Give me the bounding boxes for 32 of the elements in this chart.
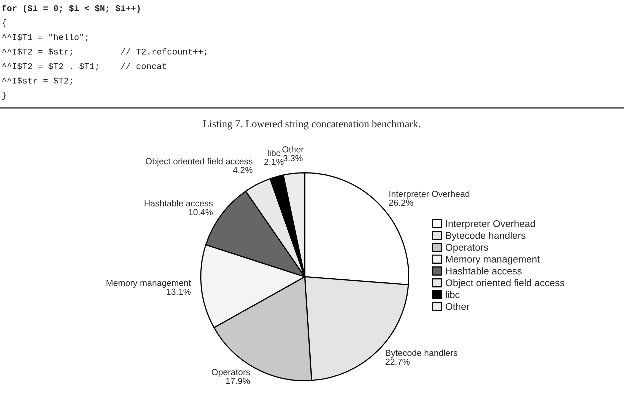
legend-label: Object oriented field access (446, 279, 565, 288)
slice-label: Operators (212, 369, 250, 378)
data-label: 26.2% (389, 200, 414, 206)
legend-label: Other (446, 303, 470, 310)
slice-label: Interpreter Overhead (390, 190, 470, 199)
slice-label: Bytecode handlers (386, 350, 458, 358)
text: for ($i = 0; $i < $N; $i++) (2, 4, 140, 14)
data-label: 13.1% (167, 288, 191, 296)
slice-label: libc (268, 150, 280, 156)
text: ^^I$T2 = $T2 . $T1; // concat (2, 62, 166, 71)
data-label: 22.7% (386, 358, 410, 366)
slice-label: Other (282, 146, 304, 153)
data-label: 3.3% (284, 155, 303, 162)
slice-label: Hashtable access (144, 200, 213, 207)
data-label: 4.2% (233, 167, 253, 174)
text: } (2, 92, 6, 100)
text: ^^I$T2 = $str; // T2.refcount++; (2, 48, 207, 56)
legend-label: Operators (446, 244, 488, 253)
legend-label: libc (446, 291, 460, 298)
data-label: 17.9% (226, 378, 250, 384)
data-label: 10.4% (189, 209, 213, 216)
data-label: 2.1% (264, 158, 284, 166)
legend-label: Interpreter Overhead (446, 220, 536, 230)
legend-label: Hashtable access (446, 268, 522, 275)
text: Listing 7. Lowered string concatenation benchmark. (203, 120, 420, 130)
text: ^^I$T1 = "hello"; (2, 34, 88, 42)
text: { (2, 19, 6, 28)
legend-label: Memory management (446, 256, 540, 265)
legend-label: Bytecode handlers (446, 232, 526, 242)
text: ^^I$str = $T2; (2, 78, 72, 86)
slice-label: Object oriented field access (146, 158, 253, 166)
slice-label: Memory management (106, 280, 192, 288)
